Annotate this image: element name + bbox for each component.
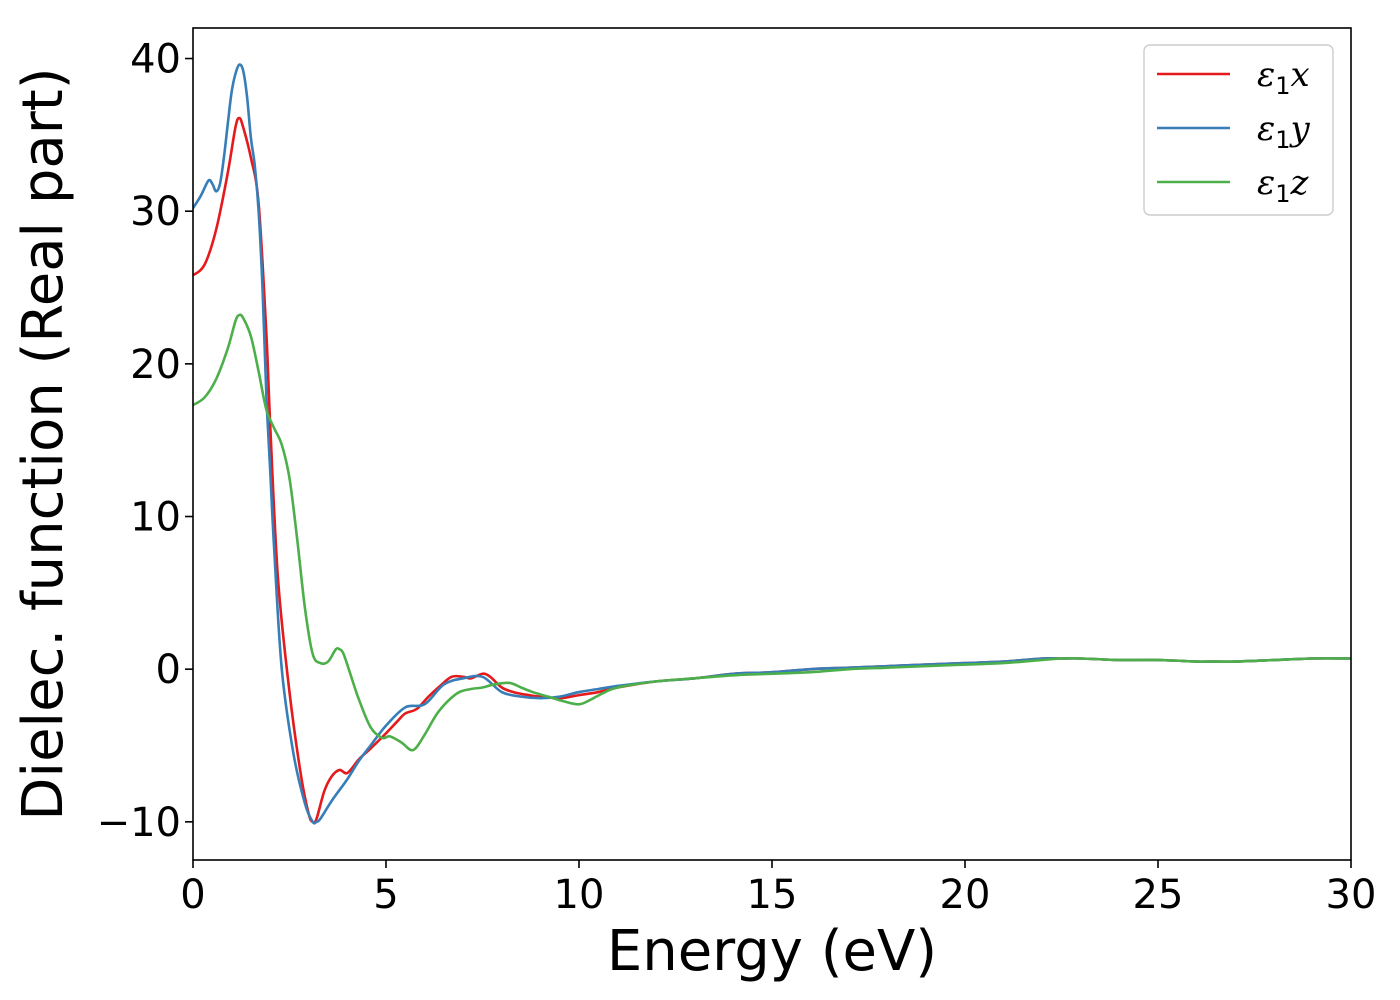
legend-label-symbol: ε [1257, 163, 1275, 203]
legend-label-y: ε1y [1257, 109, 1311, 154]
x-tick-label: 25 [1133, 872, 1184, 918]
series-line-z [193, 313, 1351, 752]
x-axis-ticks: 0 5 10 15 20 25 30 [180, 860, 1376, 918]
y-tick-label: 40 [130, 37, 181, 83]
y-tick-label: 30 [130, 189, 181, 235]
legend-label-symbol: ε [1257, 55, 1275, 95]
legend-box [1143, 44, 1334, 216]
legend-label-variable: y [1289, 109, 1311, 149]
y-tick-label: 10 [130, 495, 181, 541]
legend-label-symbol: ε [1257, 109, 1275, 149]
legend-label-x: ε1x [1257, 55, 1310, 100]
x-tick-label: 5 [373, 872, 398, 918]
x-axis-label: Energy (eV) [607, 919, 937, 984]
y-axis-label: Dielec. function (Real part) [11, 67, 76, 820]
plot-lines [193, 63, 1351, 825]
y-tick-label: 0 [156, 647, 181, 693]
y-tick-label: 20 [130, 342, 181, 388]
legend-label-z: ε1z [1257, 163, 1310, 208]
x-tick-label: 10 [554, 872, 605, 918]
x-tick-label: 0 [180, 872, 205, 918]
x-tick-label: 20 [940, 872, 991, 918]
y-axis-ticks: −10 0 10 20 30 40 [97, 37, 193, 846]
y-tick-label: −10 [97, 800, 181, 846]
series-line-y [193, 63, 1351, 825]
legend-label-variable: z [1290, 163, 1310, 203]
legend-label-variable: x [1291, 55, 1310, 95]
x-tick-label: 30 [1326, 872, 1377, 918]
legend-label-subscript: 1 [1275, 180, 1290, 208]
x-tick-label: 15 [747, 872, 798, 918]
legend-label-subscript: 1 [1275, 126, 1290, 154]
legend-label-subscript: 1 [1275, 72, 1290, 100]
